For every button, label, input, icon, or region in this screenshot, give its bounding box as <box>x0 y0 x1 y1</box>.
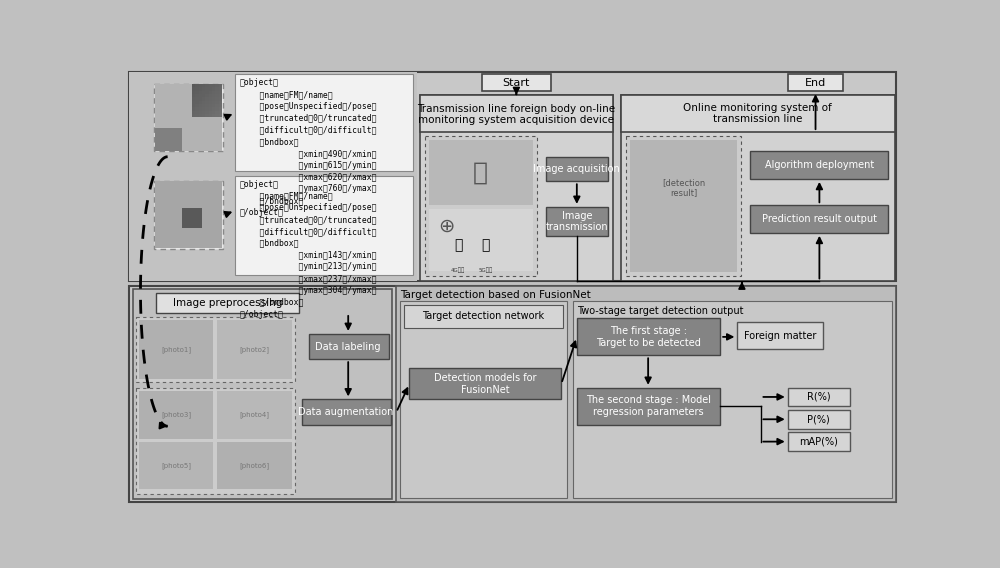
FancyBboxPatch shape <box>573 302 892 498</box>
Text: ⊕: ⊕ <box>438 216 455 236</box>
Text: 〈object〉
    〈name〉FM〈/name〉
    〈pose〉Unspecified〈/pose〉
    〈truncated〉0〈/trun: 〈object〉 〈name〉FM〈/name〉 〈pose〉Unspecifi… <box>240 180 376 319</box>
FancyBboxPatch shape <box>400 302 567 498</box>
Text: Target detection based on FusionNet: Target detection based on FusionNet <box>400 290 591 300</box>
FancyBboxPatch shape <box>217 391 292 438</box>
FancyBboxPatch shape <box>139 320 213 379</box>
Text: Two-stage target detection output: Two-stage target detection output <box>577 306 743 316</box>
Text: [photo1]: [photo1] <box>161 346 191 353</box>
Text: Online monitoring system of
transmission line: Online monitoring system of transmission… <box>683 103 832 124</box>
Text: [photo3]: [photo3] <box>161 411 191 418</box>
FancyBboxPatch shape <box>235 176 413 274</box>
FancyBboxPatch shape <box>129 72 417 282</box>
Text: 5G基站: 5G基站 <box>478 267 492 273</box>
FancyBboxPatch shape <box>136 388 295 494</box>
FancyBboxPatch shape <box>156 293 299 313</box>
Text: The first stage :
Target to be detected: The first stage : Target to be detected <box>596 326 701 348</box>
Text: Foreign matter: Foreign matter <box>744 331 816 341</box>
FancyBboxPatch shape <box>136 317 295 382</box>
Text: Algorithm deployment: Algorithm deployment <box>765 160 874 170</box>
FancyBboxPatch shape <box>429 209 533 271</box>
FancyBboxPatch shape <box>420 95 613 132</box>
FancyBboxPatch shape <box>788 388 850 406</box>
Text: P(%): P(%) <box>807 414 830 424</box>
FancyBboxPatch shape <box>546 157 608 181</box>
FancyBboxPatch shape <box>788 410 850 428</box>
FancyBboxPatch shape <box>154 83 223 151</box>
Text: Detection models for
FusionNet: Detection models for FusionNet <box>434 373 537 395</box>
FancyBboxPatch shape <box>217 441 292 490</box>
FancyBboxPatch shape <box>396 286 896 502</box>
Text: Image
transmission: Image transmission <box>546 211 608 232</box>
FancyBboxPatch shape <box>302 399 391 425</box>
Text: 🗼: 🗼 <box>473 160 488 184</box>
Text: Prediction result output: Prediction result output <box>762 214 877 224</box>
FancyBboxPatch shape <box>621 95 895 282</box>
Text: The second stage : Model
regression parameters: The second stage : Model regression para… <box>586 395 711 417</box>
Text: Image acquisition: Image acquisition <box>533 164 620 174</box>
FancyBboxPatch shape <box>750 205 888 233</box>
FancyBboxPatch shape <box>788 432 850 451</box>
FancyBboxPatch shape <box>129 286 896 502</box>
FancyBboxPatch shape <box>133 289 392 499</box>
Text: Target detection network: Target detection network <box>422 311 544 321</box>
FancyBboxPatch shape <box>139 391 213 438</box>
FancyBboxPatch shape <box>425 136 537 276</box>
Text: End: End <box>805 78 826 88</box>
FancyBboxPatch shape <box>409 369 561 399</box>
Text: 📡: 📡 <box>454 238 462 252</box>
Text: Data labeling: Data labeling <box>315 342 381 352</box>
Text: 4G基站: 4G基站 <box>451 267 465 273</box>
FancyBboxPatch shape <box>750 151 888 179</box>
FancyBboxPatch shape <box>482 74 551 91</box>
Text: [photo5]: [photo5] <box>161 462 191 469</box>
FancyBboxPatch shape <box>626 136 741 276</box>
Text: [photo4]: [photo4] <box>239 411 269 418</box>
Text: Data augmentation: Data augmentation <box>298 407 394 417</box>
FancyBboxPatch shape <box>154 181 223 249</box>
FancyBboxPatch shape <box>788 74 843 91</box>
Text: [photo2]: [photo2] <box>239 346 269 353</box>
FancyBboxPatch shape <box>129 72 896 282</box>
Text: [detection
result]: [detection result] <box>662 178 705 197</box>
FancyBboxPatch shape <box>404 304 563 328</box>
FancyBboxPatch shape <box>217 320 292 379</box>
FancyBboxPatch shape <box>546 207 608 236</box>
Text: 〈object〉
    〈name〉FM〈/name〉
    〈pose〉Unspecified〈/pose〉
    〈truncated〉0〈/trun: 〈object〉 〈name〉FM〈/name〉 〈pose〉Unspecifi… <box>240 78 376 217</box>
FancyBboxPatch shape <box>139 441 213 490</box>
FancyBboxPatch shape <box>630 140 737 272</box>
Text: Start: Start <box>503 78 530 88</box>
Text: Image preprocessing: Image preprocessing <box>173 298 282 308</box>
Text: [photo6]: [photo6] <box>239 462 269 469</box>
FancyBboxPatch shape <box>577 319 720 356</box>
Text: Transmission line foreign body on-line
monitoring system acquisition device: Transmission line foreign body on-line m… <box>417 103 615 125</box>
Text: R(%): R(%) <box>807 392 830 402</box>
FancyBboxPatch shape <box>577 388 720 425</box>
FancyBboxPatch shape <box>235 74 413 170</box>
FancyBboxPatch shape <box>621 95 895 132</box>
Text: mAP(%): mAP(%) <box>799 437 838 446</box>
FancyBboxPatch shape <box>429 140 533 205</box>
Text: 📡: 📡 <box>481 238 490 252</box>
FancyBboxPatch shape <box>420 95 613 282</box>
FancyBboxPatch shape <box>309 334 388 359</box>
FancyBboxPatch shape <box>737 322 822 349</box>
